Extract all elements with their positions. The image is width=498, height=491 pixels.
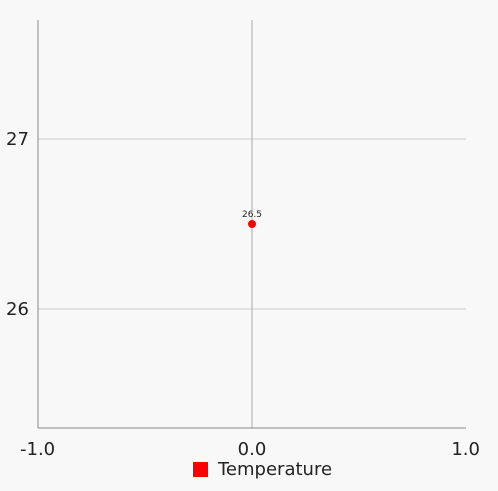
y-tick-label: 27 <box>6 129 29 150</box>
x-tick-label: 0.0 <box>238 439 267 460</box>
data-label: 26.5 <box>242 210 262 220</box>
x-tick-label: -1.0 <box>20 439 55 460</box>
data-point <box>248 220 256 228</box>
x-tick-label: 1.0 <box>451 439 480 460</box>
legend-label: Temperature <box>218 458 333 480</box>
legend: Temperature <box>193 458 332 480</box>
y-tick-label: 26 <box>6 299 29 320</box>
legend-swatch <box>193 461 208 477</box>
